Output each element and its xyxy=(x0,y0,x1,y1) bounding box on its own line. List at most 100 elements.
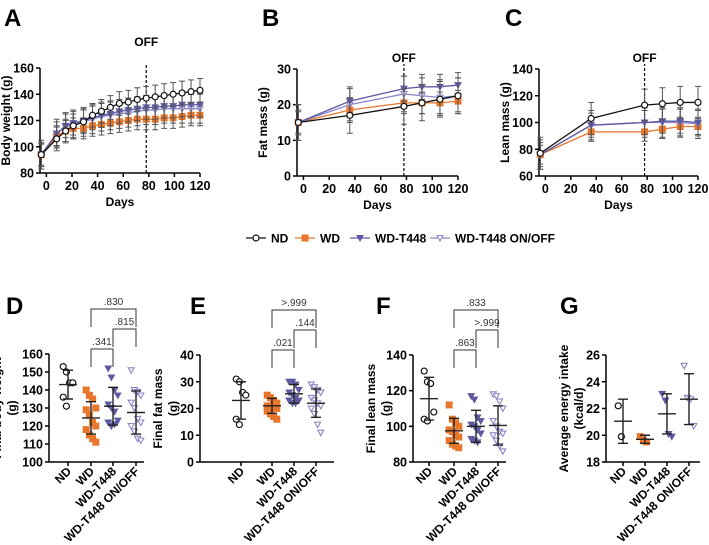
data-point xyxy=(614,402,622,410)
series-wd-t448-on-off xyxy=(294,75,462,141)
group-wd-t448-on-off xyxy=(307,381,325,437)
y-tick-label: 130 xyxy=(22,402,43,416)
data-point xyxy=(430,408,438,416)
p-value: .341 xyxy=(92,337,112,348)
y-tick-label: 80 xyxy=(393,456,407,470)
data-point xyxy=(151,93,159,101)
y-tick-label: 140 xyxy=(512,63,533,77)
data-point xyxy=(196,86,204,94)
x-tick-label: ND xyxy=(607,464,629,486)
data-point xyxy=(313,421,322,429)
data-point xyxy=(104,419,113,427)
off-annotation: OFF xyxy=(392,51,416,65)
data-point xyxy=(69,122,77,130)
legend-marker xyxy=(252,234,260,242)
y-tick-label: 120 xyxy=(13,114,34,128)
comparison-bracket xyxy=(112,328,137,347)
p-value: .021 xyxy=(273,338,293,349)
data-point xyxy=(436,95,444,103)
comparison-bracket xyxy=(271,309,317,328)
mean-sd-bar xyxy=(285,383,303,404)
data-point xyxy=(455,422,463,430)
panel-g: G 18 20 22 24 26 Average energy intake (kcal/d)… xyxy=(557,293,700,545)
group-wd-t448-on-off xyxy=(489,391,507,456)
mean-sd-bar xyxy=(614,398,632,444)
data-point xyxy=(62,402,71,410)
legend-item: WD-T448 ON/OFF xyxy=(430,232,555,246)
comparison-bracket xyxy=(453,349,477,368)
x-tick-label: 80 xyxy=(142,179,156,193)
series-line xyxy=(539,120,699,156)
data-point xyxy=(61,127,70,135)
series-line xyxy=(298,93,459,124)
data-point xyxy=(79,118,88,126)
x-tick-label: ND xyxy=(52,464,74,486)
x-tick-label: 80 xyxy=(640,182,654,196)
mean-sd-bar xyxy=(307,388,325,419)
y-tick-label: 160 xyxy=(22,348,43,362)
group-nd xyxy=(59,363,77,410)
data-point xyxy=(658,100,666,108)
comparison-bracket xyxy=(475,329,499,348)
data-point xyxy=(489,418,498,426)
y-tick-label: 60 xyxy=(519,170,533,184)
x-tick-label: 0 xyxy=(43,179,50,193)
data-point xyxy=(88,111,97,119)
data-point xyxy=(455,433,463,441)
panel-label: E xyxy=(190,293,206,320)
data-point xyxy=(37,151,45,159)
data-point xyxy=(294,386,303,394)
comparison-bracket xyxy=(90,348,114,367)
y-tick-label: 120 xyxy=(22,420,43,434)
group-wd xyxy=(263,391,281,423)
group-nd xyxy=(420,367,438,425)
legend-item: WD-T448 xyxy=(350,232,427,246)
group-wd xyxy=(445,401,463,452)
group-wd-t448 xyxy=(285,378,303,408)
data-point xyxy=(113,417,122,425)
data-point xyxy=(113,392,122,400)
x-tick-label: 120 xyxy=(190,179,211,193)
mean-sd-bar xyxy=(59,369,77,400)
panel-d: D 100 110 120 130 140 150 160 Final body weight(… xyxy=(0,293,145,545)
data-point xyxy=(127,399,136,407)
legend: ND WD WD-T448 WD-T448 ON/OFF xyxy=(246,232,555,246)
off-annotation: OFF xyxy=(134,35,158,49)
comparison-bracket xyxy=(271,349,295,368)
data-point xyxy=(92,422,100,430)
x-tick-label: 100 xyxy=(164,179,185,193)
data-point xyxy=(536,149,544,157)
mean-sd-bar xyxy=(420,376,438,421)
data-point xyxy=(127,367,136,375)
data-point xyxy=(115,99,123,108)
panel-label: B xyxy=(262,5,279,32)
y-tick-label: 40 xyxy=(180,349,194,363)
x-tick-label: 0 xyxy=(300,182,307,196)
mean-sd-bar xyxy=(658,393,676,435)
group-wd xyxy=(636,433,654,446)
mean-sd-bar xyxy=(82,401,100,435)
data-point xyxy=(294,118,302,127)
data-point xyxy=(187,88,195,96)
data-point xyxy=(127,423,136,431)
data-point xyxy=(400,102,408,111)
data-point xyxy=(346,111,354,119)
y-tick-label: 0 xyxy=(284,170,291,184)
x-tick-label: 120 xyxy=(448,182,469,196)
panel-label: G xyxy=(560,293,579,320)
group-wd-t448 xyxy=(104,365,122,431)
group-wd-t448-on-off xyxy=(127,367,145,445)
y-axis-label: Final body weight xyxy=(0,357,4,458)
y-tick-label: 120 xyxy=(512,89,533,103)
mean-sd-bar xyxy=(489,405,507,446)
mean-sd-bar xyxy=(263,397,281,415)
mean-sd-bar xyxy=(467,409,485,444)
data-point xyxy=(680,362,689,370)
series-wd-t448 xyxy=(294,72,462,136)
data-point xyxy=(104,365,113,373)
x-tick-label: 20 xyxy=(65,179,79,193)
data-point xyxy=(316,389,325,397)
